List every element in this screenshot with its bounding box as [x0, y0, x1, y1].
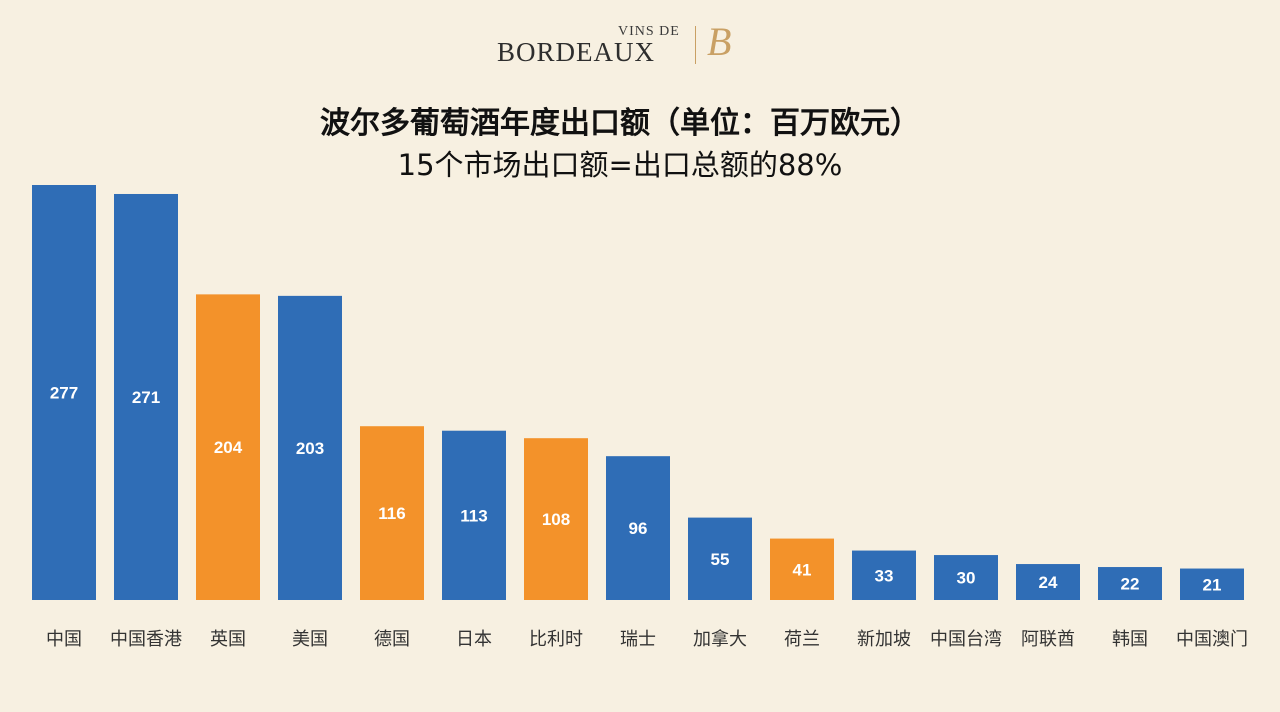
- bar-9: [770, 538, 834, 600]
- category-label: 中国: [46, 629, 82, 650]
- bar-value-label: 55: [711, 550, 730, 569]
- bar-value-label: 113: [460, 506, 487, 525]
- bar-8: [688, 517, 752, 600]
- bar-value-label: 41: [793, 560, 812, 579]
- bar-2: [196, 294, 260, 600]
- bar-1: [114, 193, 178, 600]
- category-label: 中国澳门: [1176, 629, 1248, 650]
- bar-value-label: 33: [875, 566, 894, 585]
- bar-6: [524, 438, 588, 600]
- bar-5: [442, 430, 506, 600]
- category-label: 加拿大: [693, 628, 747, 650]
- bar-11: [934, 555, 998, 600]
- category-label: 阿联酋: [1021, 629, 1075, 650]
- logo-bordeaux-text: BORDEAUX: [497, 37, 656, 67]
- category-label: 中国香港: [110, 629, 182, 650]
- category-label: 中国台湾: [930, 629, 1002, 650]
- bar-3: [278, 295, 342, 600]
- bar-value-label: 22: [1121, 575, 1140, 594]
- bar-value-label: 277: [50, 384, 78, 403]
- bars-group: [32, 185, 1244, 600]
- chart-subtitle: 15个市场出口额=出口总额的88%: [397, 148, 843, 182]
- bar-4: [360, 426, 424, 600]
- bar-value-label: 203: [296, 439, 324, 458]
- bar-value-label: 24: [1039, 573, 1058, 592]
- category-label: 新加坡: [857, 629, 911, 650]
- labels-group: 277 中国 271 中国香港 204 英国 203 美国 116 德国 113 日本 108 比利时 96…: [46, 384, 1248, 651]
- bar-14: [1180, 568, 1244, 600]
- bar-value-label: 30: [957, 569, 976, 588]
- logo-vins-text: VINS DE: [618, 24, 680, 39]
- brand-logo: VINS DE BORDEAUX B: [497, 19, 777, 70]
- bar-13: [1098, 567, 1162, 600]
- logo-b-mark: B: [707, 19, 732, 64]
- category-label: 美国: [292, 629, 328, 650]
- bar-value-label: 116: [378, 504, 405, 523]
- category-label: 韩国: [1112, 629, 1148, 650]
- category-label: 德国: [374, 629, 410, 650]
- bar-value-label: 96: [629, 519, 648, 538]
- bar-value-label: 204: [214, 438, 243, 457]
- logo-divider: [695, 26, 696, 64]
- bar-10: [852, 550, 916, 600]
- category-label: 荷兰: [784, 629, 820, 650]
- bar-value-label: 271: [132, 388, 160, 407]
- bar-7: [606, 456, 670, 600]
- category-label: 英国: [210, 629, 246, 650]
- bar-value-label: 21: [1203, 575, 1222, 594]
- chart-title: 波尔多葡萄酒年度出口额（单位：百万欧元）: [320, 106, 920, 141]
- category-label: 比利时: [529, 629, 583, 650]
- category-label: 日本: [456, 629, 492, 650]
- category-label: 瑞士: [620, 629, 656, 650]
- bar-value-label: 108: [542, 510, 570, 529]
- bar-0: [32, 185, 96, 600]
- bar-12: [1016, 564, 1080, 600]
